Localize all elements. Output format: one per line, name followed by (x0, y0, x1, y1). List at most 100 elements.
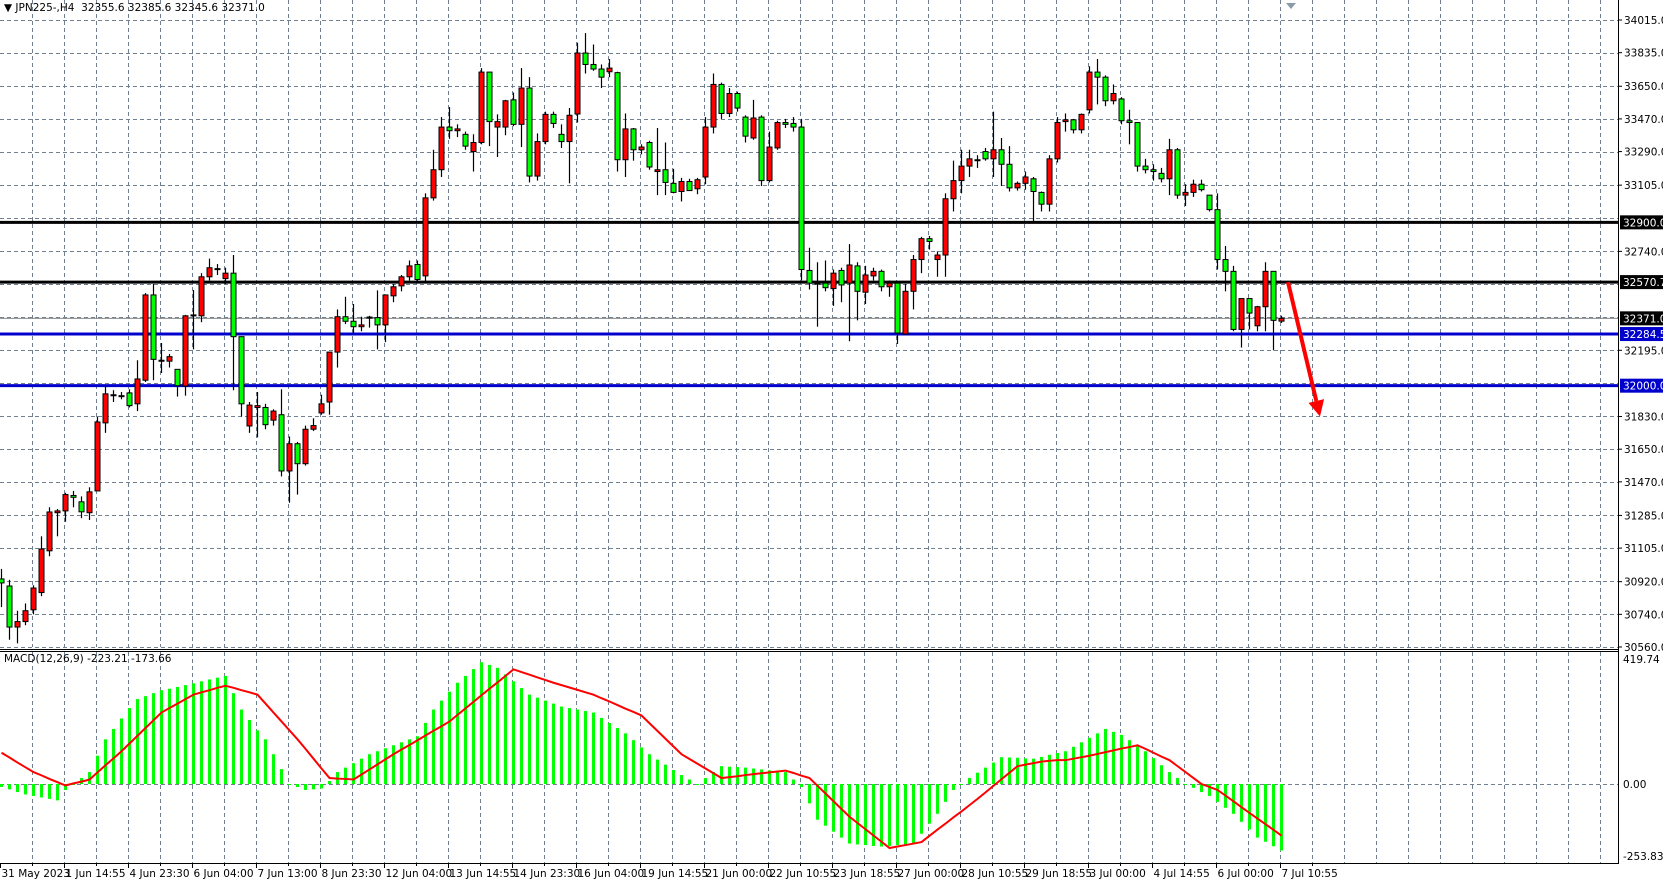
macd-bar (200, 681, 203, 784)
macd-bar (704, 778, 707, 784)
candle-body (190, 314, 197, 317)
triangle-down-icon[interactable]: ▼ (4, 2, 13, 14)
candle (902, 284, 909, 335)
candle (286, 436, 293, 503)
macd-bar (248, 719, 251, 784)
candle (886, 280, 893, 297)
candle (446, 107, 453, 139)
candle-body (438, 126, 445, 171)
macd-bar (928, 784, 931, 824)
macd-bar (656, 759, 659, 784)
candle (742, 115, 749, 143)
candle-body (942, 198, 949, 256)
candle (46, 507, 53, 557)
macd-bar (112, 728, 115, 784)
chart-shift-icon (1286, 3, 1296, 9)
candle-body (702, 126, 709, 178)
trend-arrow[interactable] (1286, 281, 1325, 417)
macd-bar (768, 770, 771, 784)
candle (1110, 84, 1117, 105)
price-tick-label: 32195.0 (1624, 345, 1663, 357)
candle (734, 91, 741, 112)
price-tick-label: 34015.0 (1624, 15, 1663, 27)
candle-body (550, 113, 557, 124)
macd-bar (416, 736, 419, 784)
macd-label: MACD(12,26,9) (4, 653, 84, 665)
macd-bar (1184, 784, 1187, 785)
candle-body (806, 269, 813, 284)
level-price-label: 32000.0 (1623, 381, 1663, 393)
candle-body (510, 99, 517, 125)
macd-tick-label: 0.00 (1623, 779, 1646, 791)
candle (678, 177, 685, 202)
candle (1022, 171, 1029, 190)
candle-body (126, 392, 133, 407)
candle (830, 269, 837, 306)
macd-bar (328, 781, 331, 784)
macd-bar (192, 683, 195, 784)
candle-body (286, 443, 293, 472)
candle (1214, 193, 1221, 270)
candle-body (302, 428, 309, 465)
candle-body (254, 405, 261, 408)
candle (582, 33, 589, 74)
candle-body (6, 585, 13, 628)
candle (670, 168, 677, 194)
candle-body (166, 356, 173, 362)
candle-body (1206, 194, 1213, 211)
candle (1198, 179, 1205, 192)
candle-body (414, 263, 421, 281)
price-tick-label: 33105.0 (1624, 180, 1663, 192)
macd-bar (176, 686, 179, 784)
candle (1006, 146, 1013, 192)
candle (846, 244, 853, 342)
macd-bar (784, 772, 787, 784)
macd-bar (960, 784, 963, 785)
macd-bar (296, 784, 299, 787)
candle (78, 496, 85, 519)
macd-bar (424, 722, 427, 784)
level-price-label: 32371.0 (1623, 313, 1663, 325)
candle-body (198, 276, 205, 317)
time-label: 8 Jun 23:30 (322, 868, 382, 880)
candle-body (534, 141, 541, 177)
price-tick-label: 32740.0 (1624, 246, 1663, 258)
macd-bar (1064, 751, 1067, 784)
macd-bar (560, 706, 563, 784)
time-label: 6 Jul 00:00 (1218, 868, 1274, 880)
price-tick-label: 33835.0 (1624, 48, 1663, 60)
level-price-tag (1620, 327, 1663, 342)
candle-body (30, 587, 37, 611)
macd-bar (896, 784, 899, 846)
candle (246, 402, 253, 433)
candle-body (558, 133, 565, 143)
candle-body (462, 133, 469, 147)
candle (918, 236, 925, 274)
candle-body (870, 270, 877, 277)
candle-body (398, 276, 405, 287)
candle-body (1158, 172, 1165, 180)
candle (526, 77, 533, 183)
candle (766, 131, 773, 183)
candle (686, 178, 693, 192)
price-tick-label: 31650.0 (1624, 444, 1663, 456)
candle (638, 144, 645, 155)
macd-bar (432, 709, 435, 784)
price-tick-label: 30560.0 (1624, 642, 1663, 654)
candle-body (270, 410, 277, 421)
macd-bar (128, 708, 131, 784)
macd-bar (776, 771, 779, 784)
candle (342, 296, 349, 324)
candle (62, 492, 69, 522)
candle (718, 82, 725, 119)
candle-body (622, 128, 629, 161)
candle (478, 68, 485, 145)
candle (958, 149, 965, 194)
candle-body (726, 92, 733, 114)
candle-body (838, 269, 845, 286)
macd-bar (400, 742, 403, 784)
macd-bar (72, 784, 75, 785)
macd-bar (680, 775, 683, 784)
